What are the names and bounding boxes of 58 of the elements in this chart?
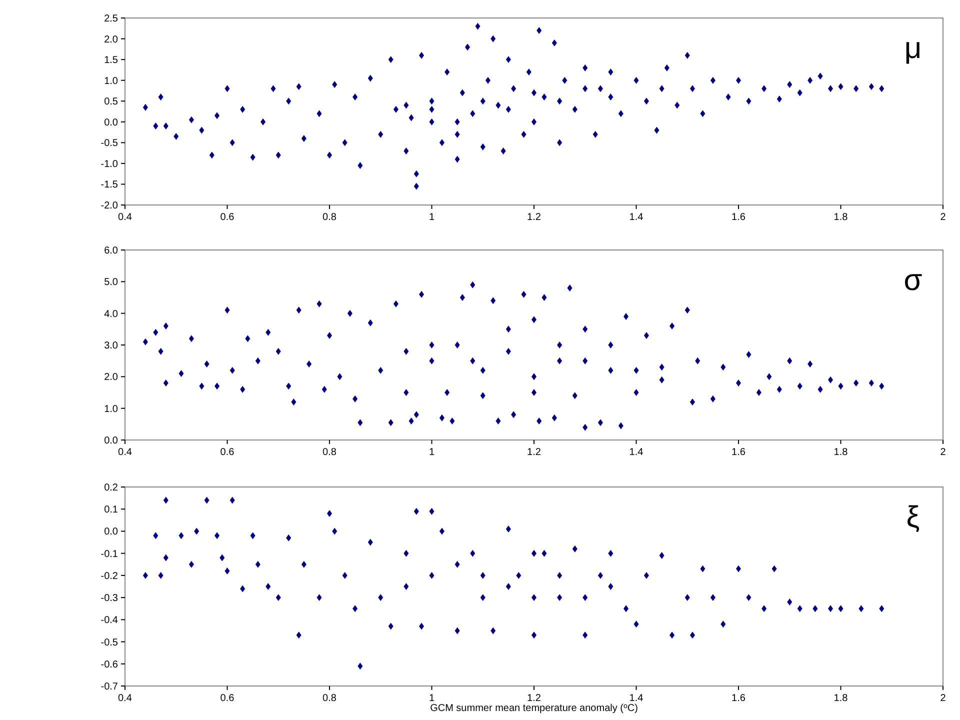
x-tick-label: 0.6 bbox=[220, 693, 235, 704]
x-tick-label: 1.8 bbox=[834, 212, 848, 223]
x-tick-label: 1.6 bbox=[732, 212, 746, 223]
y-tick-label: -0.1 bbox=[100, 548, 118, 560]
x-tick-label: 1.2 bbox=[527, 447, 542, 458]
y-tick-label: -0.2 bbox=[100, 570, 118, 582]
y-tick-label: 3.0 bbox=[104, 340, 118, 352]
x-tick-label: 1.8 bbox=[834, 693, 848, 704]
annotation: μ bbox=[904, 32, 922, 65]
y-tick-label: 0.0 bbox=[104, 436, 118, 446]
y-tick-label: -0.3 bbox=[100, 593, 118, 604]
x-tick-label: 0.8 bbox=[322, 212, 337, 223]
y-tick-label: -1.5 bbox=[100, 180, 118, 191]
x-tick-label: 2 bbox=[940, 447, 946, 458]
y-tick-label: 1.0 bbox=[104, 404, 118, 415]
x-tick-label: 0.4 bbox=[118, 212, 132, 223]
x-tick-label: 1 bbox=[428, 212, 435, 223]
y-tick-label: -1.0 bbox=[100, 158, 118, 170]
x-tick-label: 1.6 bbox=[732, 693, 746, 704]
x-tick-label: 0.4 bbox=[118, 693, 132, 704]
y-tick-label: -0.4 bbox=[100, 615, 118, 626]
y-tick-label: 1.5 bbox=[104, 55, 118, 66]
y-tick-label: 5.0 bbox=[104, 277, 118, 288]
x-tick-label: 1 bbox=[428, 447, 435, 458]
x-tick-label: 2 bbox=[940, 212, 946, 223]
x-tick-label: 1.2 bbox=[527, 212, 542, 223]
y-tick-label: -0.6 bbox=[100, 659, 118, 670]
x-tick-label: 0.4 bbox=[118, 447, 132, 458]
x-tick-label: 0.6 bbox=[220, 212, 235, 223]
x-tick-label: 0.6 bbox=[220, 447, 235, 458]
y-tick-label: 0.5 bbox=[104, 96, 118, 108]
x-tick-label: 1.8 bbox=[834, 447, 848, 458]
x-tick-label: 1.4 bbox=[629, 693, 644, 704]
y-tick-label: 2.5 bbox=[104, 14, 118, 24]
y-tick-label: -0.5 bbox=[100, 637, 118, 648]
y-tick-label: 0.1 bbox=[104, 504, 118, 516]
y-tick-label: 0.2 bbox=[104, 482, 118, 494]
x-tick-label: 0.8 bbox=[322, 693, 337, 704]
y-tick-label: 0.0 bbox=[104, 526, 118, 538]
x-tick-label: 2 bbox=[940, 693, 946, 704]
y-tick-label: -2.0 bbox=[100, 200, 118, 212]
x-tick-label: 0.8 bbox=[322, 447, 337, 458]
y-tick-label: -0.7 bbox=[100, 682, 118, 692]
y-tick-label: 1.0 bbox=[104, 76, 118, 87]
x-tick-label: 1 bbox=[428, 693, 435, 704]
y-tick-label: 6.0 bbox=[104, 246, 118, 256]
y-tick-label: 2.0 bbox=[104, 372, 118, 384]
y-tick-label: 4.0 bbox=[104, 308, 118, 320]
y-tick-label: 0.0 bbox=[104, 117, 118, 128]
y-tick-label: 2.0 bbox=[104, 34, 118, 46]
y-tick-label: -0.5 bbox=[100, 138, 118, 150]
x-tick-label: 1.6 bbox=[732, 447, 746, 458]
x-tick-label: 1.2 bbox=[527, 693, 542, 704]
annotation: ξ bbox=[906, 501, 920, 534]
x-axis-title: GCM summer mean temperature anomaly ($^{o}$C) bbox=[430, 702, 638, 714]
x-tick-label: 1.4 bbox=[629, 212, 644, 223]
x-tick-label: 1.4 bbox=[629, 447, 644, 458]
annotation: σ bbox=[904, 264, 923, 297]
